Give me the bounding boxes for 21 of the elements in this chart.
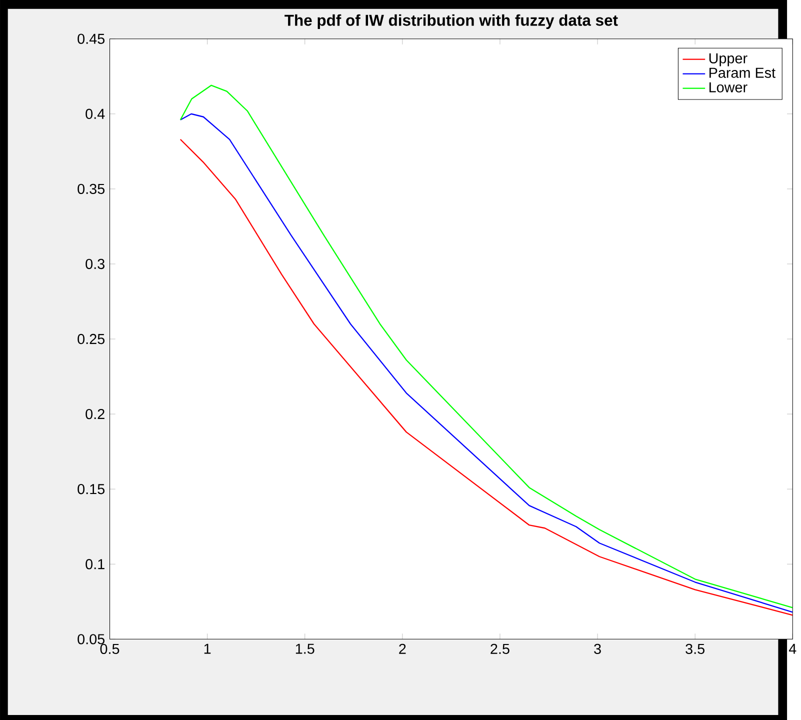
- legend-label: Param Est: [710, 68, 776, 78]
- y-tick-label: 0.3: [86, 258, 104, 269]
- y-tick-label: 0.35: [78, 184, 105, 194]
- y-tick-label: 0.05: [78, 634, 105, 644]
- x-tick-label: 2.5: [490, 644, 510, 654]
- x-tick-label: 4: [788, 644, 796, 654]
- chart-title: The pdf of IW distribution with fuzzy data set: [284, 14, 618, 29]
- y-tick-label: 0.2: [86, 408, 104, 420]
- x-tick-label: 2: [399, 644, 406, 654]
- y-tick-label: 0.45: [78, 34, 105, 44]
- x-tick-label: 3.5: [686, 644, 704, 654]
- x-tick-label: 0.5: [100, 644, 120, 654]
- y-tick-label: 0.25: [78, 334, 105, 344]
- legend-label: Upper: [709, 53, 748, 66]
- y-tick-label: 0.4: [86, 108, 105, 119]
- x-tick-label: 1: [204, 644, 211, 654]
- legend-label: Lower: [710, 82, 748, 92]
- x-tick-label: 3: [594, 644, 601, 654]
- y-tick-label: 0.1: [86, 558, 104, 570]
- x-tick-label: 1.5: [296, 644, 314, 654]
- y-tick-label: 0.15: [78, 484, 105, 494]
